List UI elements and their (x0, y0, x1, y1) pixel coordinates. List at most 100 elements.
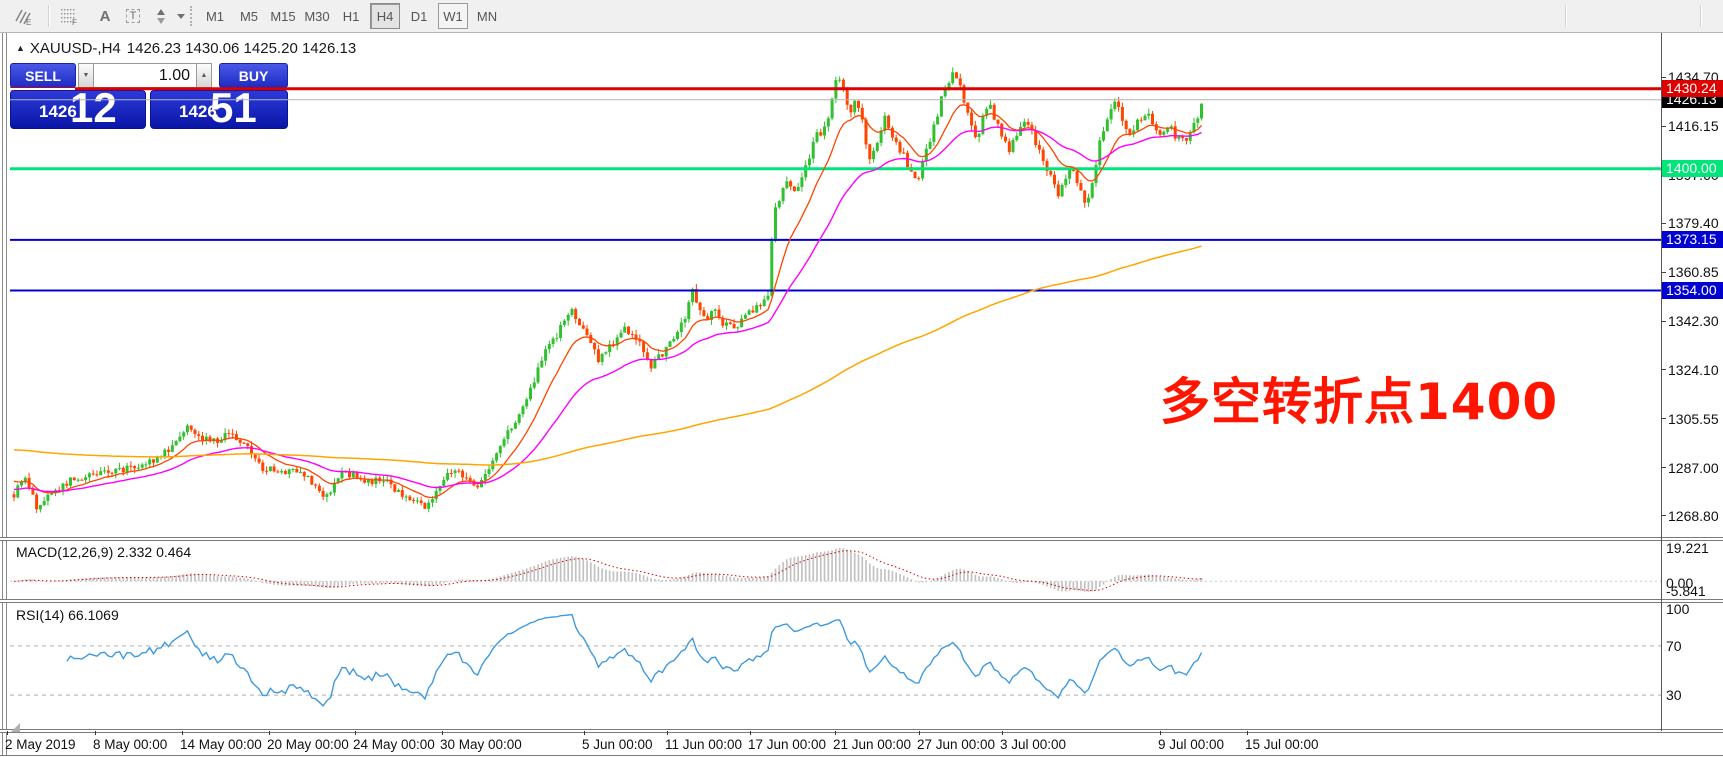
timeframe-m1-button[interactable]: M1 (205, 8, 225, 24)
time-tick-mark (269, 731, 270, 735)
dropdown-caret-icon (177, 14, 185, 19)
timeframe-m5-button[interactable]: M5 (239, 8, 259, 24)
window-border-left-inner (6, 33, 7, 756)
text-label-icon: A (99, 7, 111, 25)
timeframe-h1-button[interactable]: H1 (342, 8, 360, 24)
time-tick-label: 2 May 2019 (5, 737, 76, 752)
ask-pips: 51 (210, 84, 257, 131)
rsi-tick-label: 70 (1666, 638, 1682, 654)
toolbar-separator (48, 5, 50, 27)
text-box-icon: T (125, 9, 141, 23)
indicators-icon: E (15, 9, 31, 26)
toolbar-drag-handle[interactable] (190, 6, 192, 26)
timeframe-mn-button[interactable]: MN (476, 8, 498, 24)
window-border-bottom (0, 755, 1723, 756)
price-tick-mark (1661, 125, 1666, 127)
svg-text:F: F (72, 18, 77, 26)
fast-ma (13, 104, 1202, 499)
time-tick-mark (750, 731, 751, 735)
macd-tick-label: -5.841 (1666, 583, 1706, 599)
time-tick-mark (1247, 731, 1248, 735)
macd-tick-label: 19.221 (1666, 540, 1709, 556)
grid-button[interactable]: F (54, 3, 84, 29)
time-tick-label: 15 Jul 00:00 (1245, 737, 1319, 752)
price-tick-label: 1416.15 (1668, 118, 1719, 135)
timeframe-w1-button[interactable]: W1 (438, 3, 468, 29)
time-tick-mark (182, 731, 183, 735)
sell-button[interactable]: SELL (10, 63, 76, 88)
time-tick-mark (442, 731, 443, 735)
toolbar-separator (1700, 5, 1702, 27)
resize-grip-icon[interactable] (11, 723, 20, 732)
pane-divider (0, 729, 1723, 733)
price-axis-border (1661, 33, 1662, 731)
buy-button[interactable]: BUY (219, 63, 288, 88)
price-tick-label: 1324.10 (1668, 361, 1719, 378)
main-chart-pane[interactable] (10, 33, 1661, 537)
toolbar: E F A T M1 M5 M15 M30 H1 H4 D1 W1 MN (0, 0, 1723, 33)
time-tick-label: 27 Jun 00:00 (917, 737, 996, 752)
indicators-button[interactable]: E (8, 3, 38, 29)
rsi-tick-label: 30 (1666, 687, 1682, 703)
bid-prefix: 1426 (39, 102, 77, 121)
price-line-label: 1373.15 (1662, 231, 1723, 249)
time-tick-mark (7, 731, 8, 735)
window-border-left-outer (2, 33, 3, 756)
time-tick-mark (355, 731, 356, 735)
price-tick-label: 1360.85 (1668, 264, 1719, 281)
price-tick-mark (1661, 76, 1666, 78)
svg-text:E: E (26, 18, 31, 26)
sell-underline (10, 88, 75, 90)
sort-arrows-icon (157, 9, 165, 24)
price-tick-label: 1268.80 (1668, 507, 1719, 524)
price-tick-mark (1661, 222, 1666, 224)
price-line-label: 1400.00 (1662, 160, 1723, 178)
time-tick-label: 30 May 00:00 (440, 737, 522, 752)
price-tick-mark (1661, 271, 1666, 273)
bid-price-panel[interactable]: 1426 12 (10, 84, 146, 131)
collapse-icon[interactable]: ▲ (16, 43, 25, 53)
time-tick-mark (584, 731, 585, 735)
dropdown-caret-button[interactable] (174, 3, 188, 29)
price-tick-mark (1661, 320, 1666, 322)
text-label-button[interactable]: A (90, 3, 120, 29)
timeframe-m15-button[interactable]: M15 (270, 8, 296, 24)
time-tick-label: 11 Jun 00:00 (665, 737, 743, 752)
pane-divider[interactable] (0, 599, 1723, 603)
rsi-line (66, 613, 1203, 707)
bid-pips: 12 (70, 84, 117, 131)
ohlc-values: 1426.23 1430.06 1425.20 1426.13 (126, 40, 357, 57)
price-tick-mark (1661, 515, 1666, 517)
symbol-label: XAUUSD-,H4 (29, 40, 121, 57)
text-box-button[interactable]: T (118, 3, 148, 29)
timeframe-h4-button[interactable]: H4 (370, 3, 400, 29)
price-line-label: 1430.24 (1662, 80, 1723, 98)
macd-pane[interactable] (10, 540, 1661, 599)
pane-divider[interactable] (0, 537, 1723, 541)
time-tick-mark (1160, 731, 1161, 735)
grid-icon: F (61, 9, 77, 26)
sort-arrows-button[interactable] (146, 3, 176, 29)
price-tick-mark (1661, 369, 1666, 371)
rsi-pane[interactable] (10, 602, 1661, 729)
slow-ma (13, 245, 1202, 466)
time-tick-mark (667, 731, 668, 735)
price-tick-label: 1287.00 (1668, 459, 1719, 476)
rsi-tick-label: 100 (1666, 601, 1690, 617)
ask-price-panel[interactable]: 1426 51 (150, 84, 288, 131)
macd-signal-line (13, 550, 1202, 592)
time-tick-mark (919, 731, 920, 735)
time-tick-mark (95, 731, 96, 735)
time-tick-label: 20 May 00:00 (267, 737, 349, 752)
rsi-label: RSI(14) 66.1069 (16, 607, 119, 623)
price-line-label: 1354.00 (1662, 282, 1723, 300)
toolbar-separator (1565, 5, 1567, 27)
price-tick-label: 1305.55 (1668, 410, 1719, 427)
macd-tick-label: 0.00 (1666, 575, 1694, 591)
symbol-header: ▲ XAUUSD-,H4 1426.23 1430.06 1425.20 1426.… (16, 40, 362, 57)
timeframe-d1-button[interactable]: D1 (410, 8, 428, 24)
macd-histogram (16, 548, 1203, 592)
timeframe-m30-button[interactable]: M30 (304, 8, 330, 24)
price-tick-label: 1379.40 (1668, 215, 1719, 232)
